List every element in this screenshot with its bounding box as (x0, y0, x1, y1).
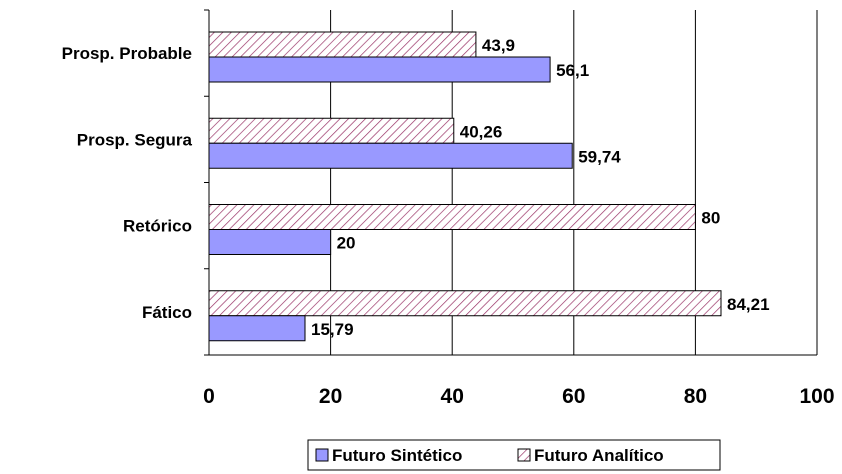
x-tick-label-80: 80 (684, 385, 707, 408)
data-label-futuro-sintetico-prosp-probable: 56,1 (556, 61, 589, 80)
bar-futuro-analitico-prosp-segura (208, 117, 455, 144)
bar-futuro-sintetico-fatico (208, 315, 306, 342)
legend-box (307, 439, 721, 471)
x-tick-label-40: 40 (441, 385, 464, 408)
bar-futuro-analitico-retorico (208, 204, 696, 230)
data-label-futuro-analitico-retorico: 80 (701, 209, 720, 228)
legend: Futuro Sintético Futuro Analítico (307, 439, 721, 471)
data-label-futuro-sintetico-fatico: 15,79 (311, 320, 354, 339)
bar-futuro-analitico-prosp-probable (208, 31, 477, 58)
category-label-prosp-probable: Prosp. Probable (62, 44, 192, 63)
bar-futuro-analitico-fatico (208, 290, 722, 317)
legend-label-futuro-sintetico: Futuro Sintético (332, 446, 462, 465)
data-label-futuro-sintetico-prosp-segura: 59,74 (578, 147, 621, 166)
data-label-futuro-sintetico-retorico: 20 (337, 234, 356, 253)
category-label-fatico: Fático (142, 303, 192, 322)
labels: 43,9 56,1 Prosp. Probable 40,26 59,74 Prosp. … (62, 36, 835, 408)
x-tick-label-100: 100 (799, 385, 834, 408)
axes (204, 9, 817, 356)
x-tick-label-0: 0 (203, 385, 215, 408)
data-label-futuro-analitico-fatico: 84,21 (727, 295, 770, 314)
legend-swatch-futuro-sintetico (315, 448, 329, 462)
bar-futuro-sintetico-retorico (208, 229, 332, 255)
bar-futuro-sintetico-prosp-probable (208, 56, 551, 83)
bar-futuro-sintetico-prosp-segura (208, 142, 573, 169)
data-label-futuro-analitico-prosp-segura: 40,26 (460, 122, 503, 141)
category-label-prosp-segura: Prosp. Segura (77, 130, 193, 149)
x-tick-label-60: 60 (562, 385, 585, 408)
legend-label-futuro-analitico: Futuro Analítico (534, 446, 664, 465)
data-label-futuro-analitico-prosp-probable: 43,9 (482, 36, 515, 55)
x-tick-label-20: 20 (319, 385, 342, 408)
bars (208, 31, 722, 342)
legend-swatch-futuro-analitico (517, 448, 531, 462)
category-label-retorico: Retórico (123, 217, 192, 236)
